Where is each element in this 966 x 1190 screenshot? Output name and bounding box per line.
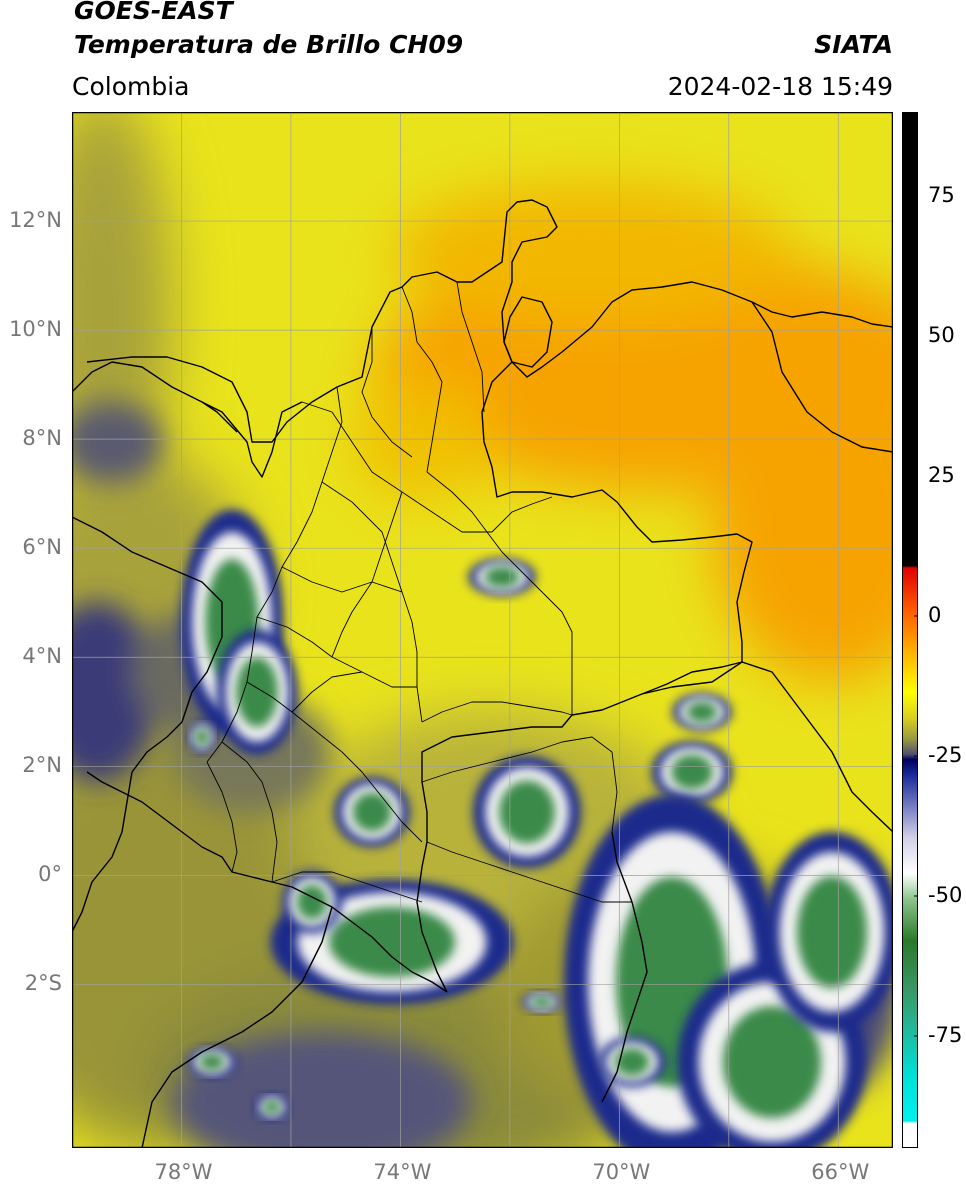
dept-16 — [291, 671, 363, 713]
cloud-cell — [651, 740, 733, 804]
colombia-peru-border — [201, 846, 448, 993]
cloud-cell — [216, 629, 298, 755]
cloud-layer — [199, 1053, 225, 1071]
cloud-cell — [187, 1047, 237, 1077]
cloud-layer — [797, 876, 867, 988]
cloud-cell — [282, 870, 342, 934]
colorbar-tick-label: 50 — [928, 323, 955, 347]
lat-tick-label: 4°N — [22, 644, 62, 669]
dept-3 — [361, 327, 413, 458]
brazil-peru-border — [601, 831, 648, 1103]
lon-tick-label: 78°W — [154, 1160, 213, 1184]
colombia-ecuador-border — [86, 771, 203, 848]
dept-18 — [426, 841, 632, 903]
dept-1 — [301, 401, 492, 533]
peru-internal — [141, 906, 333, 1148]
cloud-layer — [723, 1006, 821, 1118]
dept-12 — [426, 471, 573, 715]
colorbar-tick-label: 25 — [928, 463, 955, 487]
dept-7 — [281, 566, 403, 593]
cloud-layer — [195, 728, 209, 746]
colorbar-frame — [902, 112, 918, 1148]
cloud-layer — [263, 1100, 281, 1114]
lat-tick-label: 10°N — [9, 317, 62, 342]
lon-tick-label: 74°W — [373, 1160, 432, 1184]
lat-tick-label: 0° — [38, 862, 62, 887]
cloud-cell — [598, 1037, 666, 1087]
cloud-layer — [686, 701, 718, 723]
colorbar-tick-label: -25 — [928, 743, 963, 767]
dept-14 — [331, 581, 373, 658]
cloud-cell — [672, 693, 732, 731]
colombia-venezuela-border — [481, 361, 753, 716]
dept-13 — [371, 491, 403, 583]
dept-9 — [246, 681, 423, 843]
dept-11 — [206, 761, 238, 873]
lat-tick-label: 2°S — [24, 971, 62, 996]
dept-20 — [491, 496, 553, 533]
cloud-cell — [468, 558, 536, 596]
dept-19 — [271, 871, 423, 903]
dept-2 — [206, 386, 343, 763]
cloud-cell — [188, 722, 216, 752]
cloud-layer — [531, 996, 553, 1008]
lon-tick-label: 66°W — [811, 1160, 870, 1184]
lat-tick-label: 2°N — [22, 753, 62, 778]
agency-label: SIATA — [814, 30, 893, 59]
graticule — [72, 112, 893, 1148]
cloud-cell — [473, 755, 581, 869]
cloud-cell — [521, 992, 563, 1012]
colorbar — [902, 112, 918, 1148]
maracaibo-lake — [503, 296, 553, 368]
cloud-cell — [255, 1094, 289, 1120]
map-frame — [71, 111, 894, 1149]
colorbar-canvas — [902, 112, 918, 1148]
dept-17 — [421, 736, 618, 833]
datetime-label: 2024-02-18 15:49 — [667, 72, 893, 101]
lat-tick-label: 8°N — [22, 426, 62, 451]
colorbar-tick-label: 0 — [928, 603, 942, 627]
lat-tick-label: 6°N — [22, 535, 62, 560]
dept-15 — [421, 701, 573, 723]
coastlines-and-borders — [72, 199, 893, 1148]
satellite-title: GOES-EAST — [74, 0, 233, 25]
brightness-temperature-map — [71, 111, 894, 1149]
colorbar-tick-label: -75 — [928, 1023, 963, 1047]
guiana-coast — [751, 301, 893, 453]
colorbar-ticks — [914, 195, 918, 1037]
cloud-cell — [764, 832, 893, 1032]
dept-4 — [401, 286, 443, 473]
cloud-cell — [334, 777, 410, 847]
panama-coast — [72, 361, 238, 433]
product-title: Temperatura de Brillo CH09 — [74, 30, 464, 59]
lat-tick-label: 12°N — [9, 208, 62, 233]
dept-10 — [221, 741, 278, 883]
colorbar-gradient — [902, 112, 918, 1148]
colombia-brazil-border — [416, 714, 573, 993]
cloud-layer — [329, 907, 455, 977]
cloud-layer — [671, 754, 713, 790]
lon-tick-label: 70°W — [592, 1160, 651, 1184]
dept-5 — [456, 281, 485, 413]
cloud-layer — [484, 566, 520, 588]
caribbean-coastline — [86, 199, 893, 443]
cloud-layer — [236, 657, 278, 727]
venezuela-brazil-border — [641, 661, 893, 833]
region-label: Colombia — [72, 72, 190, 101]
colorbar-tick-label: 75 — [928, 183, 955, 207]
map-canvas — [71, 111, 894, 1149]
pacific-coastline — [72, 516, 223, 933]
department-borders — [206, 281, 632, 903]
colorbar-tick-label: -50 — [928, 883, 963, 907]
border-north — [201, 401, 303, 478]
cloud-layer — [352, 792, 392, 832]
cloud-layer — [499, 780, 555, 844]
cloud-layer — [614, 1048, 650, 1076]
